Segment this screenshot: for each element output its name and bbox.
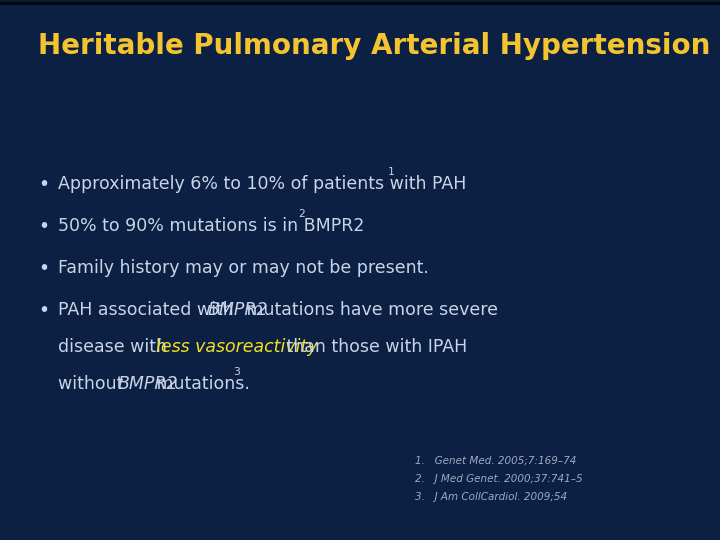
Text: 2: 2 [298, 209, 305, 219]
Text: mutations.: mutations. [151, 375, 250, 393]
Text: disease with: disease with [58, 338, 173, 356]
Text: Family history may or may not be present.: Family history may or may not be present… [58, 259, 429, 277]
Text: •: • [38, 217, 49, 236]
Text: mutations have more severe: mutations have more severe [241, 301, 498, 319]
Text: •: • [38, 301, 49, 320]
Text: 1.   Genet Med. 2005;7:169–74: 1. Genet Med. 2005;7:169–74 [415, 456, 577, 466]
Text: 50% to 90% mutations is in BMPR2: 50% to 90% mutations is in BMPR2 [58, 217, 364, 235]
Text: •: • [38, 259, 49, 278]
Text: 2.   J Med Genet. 2000;37:741–5: 2. J Med Genet. 2000;37:741–5 [415, 474, 582, 484]
Text: •: • [38, 175, 49, 194]
Text: Approximately 6% to 10% of patients with PAH: Approximately 6% to 10% of patients with… [58, 175, 467, 193]
Text: PAH associated with: PAH associated with [58, 301, 239, 319]
Text: 3: 3 [233, 367, 240, 377]
Text: BMPR2: BMPR2 [208, 301, 269, 319]
Text: less vasoreactivity: less vasoreactivity [156, 338, 317, 356]
Text: without: without [58, 375, 129, 393]
Text: 1: 1 [388, 167, 395, 177]
Text: than those with IPAH: than those with IPAH [281, 338, 467, 356]
Text: Heritable Pulmonary Arterial Hypertension: Heritable Pulmonary Arterial Hypertensio… [38, 32, 711, 60]
Text: 3.   J Am CollCardiol. 2009;54: 3. J Am CollCardiol. 2009;54 [415, 492, 567, 502]
Text: BMPR2: BMPR2 [118, 375, 179, 393]
